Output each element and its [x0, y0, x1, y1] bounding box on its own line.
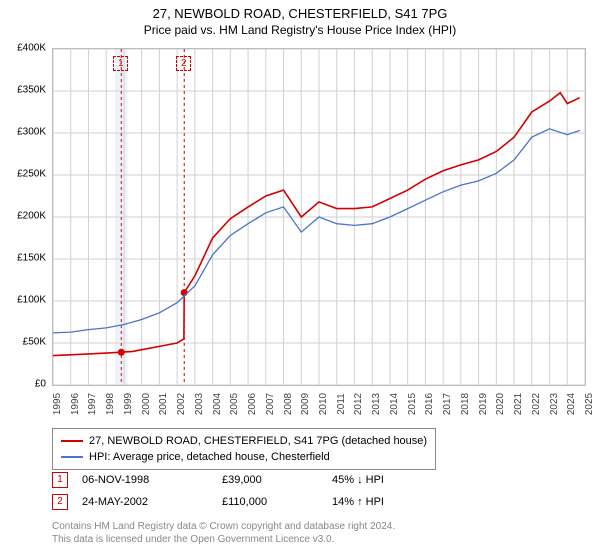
x-tick-label: 2018	[460, 393, 471, 415]
transaction-row-2: 2 24-MAY-2002 £110,000 14% ↑ HPI	[52, 494, 384, 510]
y-tick-label: £150K	[0, 253, 46, 264]
transaction-price-1: £39,000	[222, 474, 332, 486]
x-tick-label: 1998	[105, 393, 116, 415]
y-tick-label: £250K	[0, 169, 46, 180]
x-tick-label: 1996	[70, 393, 81, 415]
transaction-date-1: 06-NOV-1998	[82, 474, 222, 486]
y-tick-label: £100K	[0, 295, 46, 306]
y-tick-label: £300K	[0, 127, 46, 138]
x-tick-label: 1995	[52, 393, 63, 415]
footnote-line-2: This data is licensed under the Open Gov…	[52, 533, 395, 546]
x-tick-label: 2000	[141, 393, 152, 415]
x-tick-label: 2003	[194, 393, 205, 415]
x-tick-label: 2009	[300, 393, 311, 415]
y-tick-label: £0	[0, 379, 46, 390]
x-tick-label: 2025	[584, 393, 595, 415]
x-tick-label: 2024	[566, 393, 577, 415]
x-tick-label: 2021	[513, 393, 524, 415]
x-tick-label: 2012	[353, 393, 364, 415]
x-tick-label: 2005	[229, 393, 240, 415]
x-tick-label: 1997	[87, 393, 98, 415]
x-tick-label: 2010	[318, 393, 329, 415]
legend-label: HPI: Average price, detached house, Ches…	[89, 451, 330, 463]
x-tick-label: 2023	[549, 393, 560, 415]
transaction-price-2: £110,000	[222, 496, 332, 508]
x-tick-label: 2015	[407, 393, 418, 415]
footnote: Contains HM Land Registry data © Crown c…	[52, 520, 395, 546]
marker-box: 2	[176, 56, 191, 71]
chart-container: 27, NEWBOLD ROAD, CHESTERFIELD, S41 7PG …	[0, 0, 600, 560]
x-tick-label: 2004	[212, 393, 223, 415]
y-tick-label: £200K	[0, 211, 46, 222]
transaction-date-2: 24-MAY-2002	[82, 496, 222, 508]
x-tick-label: 2017	[442, 393, 453, 415]
y-tick-label: £350K	[0, 85, 46, 96]
x-tick-label: 2001	[158, 393, 169, 415]
x-tick-label: 2002	[176, 393, 187, 415]
plot-area	[52, 48, 586, 386]
x-tick-label: 1999	[123, 393, 134, 415]
legend-item: 27, NEWBOLD ROAD, CHESTERFIELD, S41 7PG …	[61, 433, 427, 449]
marker-box: 1	[113, 56, 128, 71]
legend: 27, NEWBOLD ROAD, CHESTERFIELD, S41 7PG …	[52, 428, 436, 470]
chart-title: 27, NEWBOLD ROAD, CHESTERFIELD, S41 7PG	[0, 0, 600, 21]
transaction-delta-2: 14% ↑ HPI	[332, 496, 384, 508]
plot-svg	[53, 49, 585, 385]
footnote-line-1: Contains HM Land Registry data © Crown c…	[52, 520, 395, 533]
x-tick-label: 2019	[478, 393, 489, 415]
x-tick-label: 2020	[495, 393, 506, 415]
legend-swatch	[61, 440, 83, 442]
x-tick-label: 2014	[389, 393, 400, 415]
legend-label: 27, NEWBOLD ROAD, CHESTERFIELD, S41 7PG …	[89, 435, 427, 447]
transaction-delta-1: 45% ↓ HPI	[332, 474, 384, 486]
legend-item: HPI: Average price, detached house, Ches…	[61, 449, 427, 465]
chart-subtitle: Price paid vs. HM Land Registry's House …	[0, 21, 600, 41]
x-tick-label: 2008	[283, 393, 294, 415]
transaction-row-1: 1 06-NOV-1998 £39,000 45% ↓ HPI	[52, 472, 384, 488]
legend-swatch	[61, 456, 83, 458]
x-tick-label: 2007	[265, 393, 276, 415]
x-tick-label: 2016	[424, 393, 435, 415]
x-tick-label: 2022	[531, 393, 542, 415]
x-tick-label: 2011	[336, 393, 347, 415]
transaction-badge-2: 2	[52, 494, 68, 510]
y-tick-label: £50K	[0, 337, 46, 348]
x-tick-label: 2006	[247, 393, 258, 415]
transaction-badge-1: 1	[52, 472, 68, 488]
x-tick-label: 2013	[371, 393, 382, 415]
y-tick-label: £400K	[0, 43, 46, 54]
